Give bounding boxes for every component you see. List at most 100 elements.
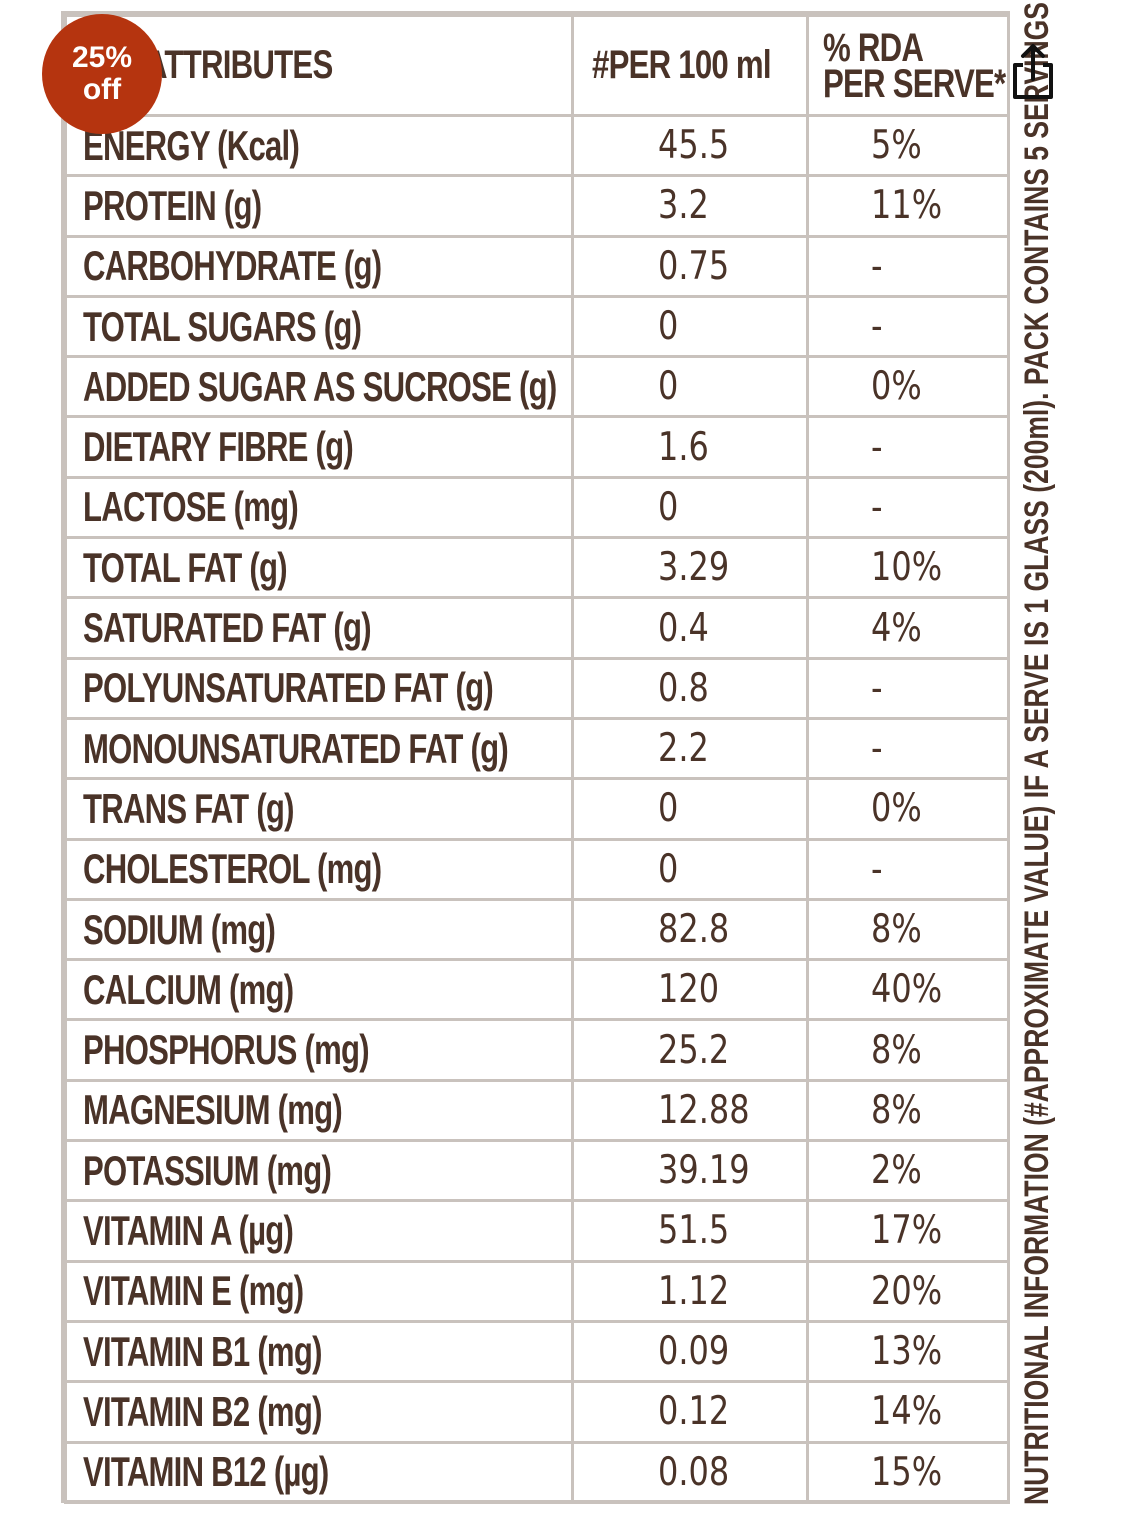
per-100ml-cell: 82.8	[571, 897, 809, 962]
per-100ml-cell: 0	[571, 355, 809, 419]
table-row: ENERGY (Kcal) 45.5 5%	[64, 113, 1010, 178]
rda-cell: -	[806, 656, 1010, 720]
attribute-cell: CHOLESTEROL (mg)	[64, 837, 574, 901]
attribute-cell: MONOUNSATURATED FAT (g)	[64, 716, 574, 781]
attribute-cell: TRANS FAT (g)	[64, 777, 574, 841]
table-row: ADDED SUGAR AS SUCROSE (g) 0 0%	[64, 355, 1010, 419]
rda-cell: 0%	[806, 355, 1010, 419]
per-100ml-cell: 0	[571, 475, 809, 540]
table-row: VITAMIN A (µg) 51.5 17%	[64, 1199, 1010, 1263]
attribute-cell: SATURATED FAT (g)	[64, 596, 574, 660]
rda-cell: 8%	[806, 897, 1010, 962]
rda-cell: 15%	[806, 1440, 1010, 1504]
attribute-cell: VITAMIN B2 (mg)	[64, 1380, 574, 1444]
table-row: LACTOSE (mg) 0-	[64, 475, 1010, 540]
rda-cell: -	[806, 415, 1010, 479]
attribute-cell: ADDED SUGAR AS SUCROSE (g)	[64, 355, 574, 419]
rda-cell: 17%	[806, 1199, 1010, 1263]
rda-cell: 20%	[806, 1259, 1010, 1323]
per-100ml-cell: 0	[571, 777, 809, 841]
table-row: TOTAL SUGARS (g) 0-	[64, 294, 1010, 359]
per-100ml-cell: 0	[571, 837, 809, 901]
per-100ml-cell: 2.2	[571, 716, 809, 781]
discount-badge: 25% off	[42, 14, 162, 134]
rda-cell: 5%	[806, 113, 1010, 178]
attribute-cell: POTASSIUM (mg)	[64, 1139, 574, 1203]
table-row: SODIUM (mg) 82.8 8%	[64, 897, 1010, 962]
rda-cell: 13%	[806, 1319, 1010, 1384]
per-100ml-cell: 0	[571, 294, 809, 359]
table-row: PROTEIN (g) 3.2 11%	[64, 174, 1010, 238]
table-row: MONOUNSATURATED FAT (g) 2.2-	[64, 716, 1010, 781]
rda-cell: 14%	[806, 1380, 1010, 1444]
table-row: DIETARY FIBRE (g) 1.6-	[64, 415, 1010, 479]
attribute-cell: CALCIUM (mg)	[64, 958, 574, 1022]
table-row: VITAMIN B12 (µg) 0.08 15%	[64, 1440, 1010, 1504]
header-per-100ml: #PER 100 ml	[571, 14, 809, 117]
per-100ml-cell: 1.12	[571, 1259, 809, 1323]
table-row: CALCIUM (mg) 120 40%	[64, 958, 1010, 1022]
table-row: MAGNESIUM (mg) 12.88 8%	[64, 1078, 1010, 1143]
attribute-cell: TOTAL SUGARS (g)	[64, 294, 574, 359]
table-header-row: ATTRIBUTES #PER 100 ml % RDA PER SERVE*	[64, 14, 1010, 117]
table-row: PHOSPHORUS (mg) 25.2 8%	[64, 1018, 1010, 1082]
attribute-cell: ENERGY (Kcal)	[64, 113, 574, 178]
side-note: NUTRITIONAL INFORMATION (#APPROXIMATE VA…	[1018, 2, 1056, 1505]
attribute-cell: VITAMIN A (µg)	[64, 1199, 574, 1263]
share-icon	[1013, 44, 1053, 99]
per-100ml-cell: 0.75	[571, 234, 809, 298]
attribute-cell: LACTOSE (mg)	[64, 475, 574, 540]
header-rda-per-serve: % RDA PER SERVE*	[806, 14, 1010, 117]
share-button[interactable]	[1005, 40, 1061, 102]
rda-cell: 2%	[806, 1139, 1010, 1203]
per-100ml-cell: 0.09	[571, 1319, 809, 1384]
attribute-cell: PROTEIN (g)	[64, 174, 574, 238]
nutrition-table: ATTRIBUTES #PER 100 ml % RDA PER SERVE* …	[64, 14, 1010, 1504]
attribute-cell: VITAMIN B1 (mg)	[64, 1319, 574, 1384]
rda-cell: 8%	[806, 1018, 1010, 1082]
rda-cell: 10%	[806, 536, 1010, 600]
table-row: VITAMIN E (mg) 1.12 20%	[64, 1259, 1010, 1323]
table-row: VITAMIN B1 (mg) 0.09 13%	[64, 1319, 1010, 1384]
attribute-cell: VITAMIN B12 (µg)	[64, 1440, 574, 1504]
per-100ml-cell: 1.6	[571, 415, 809, 479]
table-row: POTASSIUM (mg) 39.19 2%	[64, 1139, 1010, 1203]
rda-cell: -	[806, 716, 1010, 781]
table-row: VITAMIN B2 (mg) 0.12 14%	[64, 1380, 1010, 1444]
rda-cell: 40%	[806, 958, 1010, 1022]
attribute-cell: SODIUM (mg)	[64, 897, 574, 962]
attribute-cell: CARBOHYDRATE (g)	[64, 234, 574, 298]
per-100ml-cell: 0.4	[571, 596, 809, 660]
nutrition-table-image: ATTRIBUTES #PER 100 ml % RDA PER SERVE* …	[61, 11, 1010, 1504]
attribute-cell: TOTAL FAT (g)	[64, 536, 574, 600]
per-100ml-cell: 51.5	[571, 1199, 809, 1263]
rda-cell: -	[806, 294, 1010, 359]
table-row: SATURATED FAT (g) 0.4 4%	[64, 596, 1010, 660]
attribute-cell: POLYUNSATURATED FAT (g)	[64, 656, 574, 720]
attribute-cell: MAGNESIUM (mg)	[64, 1078, 574, 1143]
rda-cell: -	[806, 837, 1010, 901]
attribute-cell: DIETARY FIBRE (g)	[64, 415, 574, 479]
per-100ml-cell: 45.5	[571, 113, 809, 178]
per-100ml-cell: 0.12	[571, 1380, 809, 1444]
per-100ml-cell: 0.8	[571, 656, 809, 720]
per-100ml-cell: 3.2	[571, 174, 809, 238]
table-row: CHOLESTEROL (mg) 0-	[64, 837, 1010, 901]
table-row: CARBOHYDRATE (g) 0.75-	[64, 234, 1010, 298]
per-100ml-cell: 0.08	[571, 1440, 809, 1504]
rda-cell: -	[806, 234, 1010, 298]
attribute-cell: VITAMIN E (mg)	[64, 1259, 574, 1323]
per-100ml-cell: 39.19	[571, 1139, 809, 1203]
rda-cell: 11%	[806, 174, 1010, 238]
rda-cell: -	[806, 475, 1010, 540]
per-100ml-cell: 120	[571, 958, 809, 1022]
per-100ml-cell: 25.2	[571, 1018, 809, 1082]
attribute-cell: PHOSPHORUS (mg)	[64, 1018, 574, 1082]
discount-label: off	[82, 73, 122, 106]
discount-percent: 25%	[71, 41, 133, 74]
rda-cell: 0%	[806, 777, 1010, 841]
table-row: TRANS FAT (g) 0 0%	[64, 777, 1010, 841]
rda-cell: 8%	[806, 1078, 1010, 1143]
rda-cell: 4%	[806, 596, 1010, 660]
table-row: TOTAL FAT (g) 3.29 10%	[64, 536, 1010, 600]
